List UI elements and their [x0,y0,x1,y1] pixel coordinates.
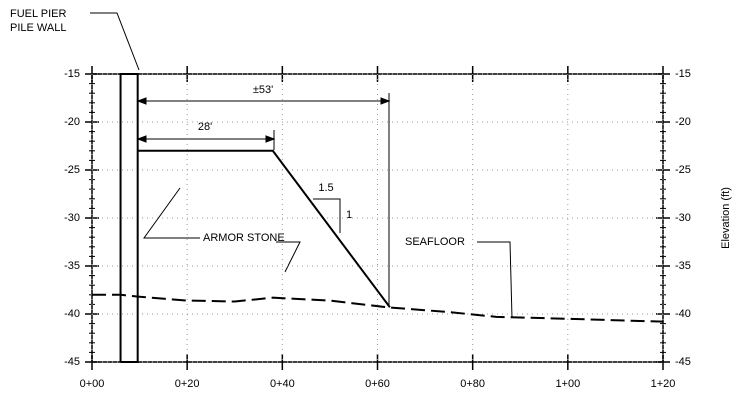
y-tick-label: -30 [64,212,80,224]
y-tick-label: -20 [64,116,80,128]
slope-triangle [313,198,341,233]
y-tick-label: -35 [64,260,80,272]
y-tick-label: -45 [64,356,80,368]
arrowhead [265,135,276,143]
y2-tick-label: -45 [675,356,691,368]
y2-tick-label: -25 [675,164,691,176]
arrowhead [136,97,147,105]
slope-label: 1 [346,209,352,221]
annotation: ARMOR STONE [203,232,285,244]
x-tick-label: 0+40 [270,378,295,390]
y2-tick-label: -20 [675,116,691,128]
y2-tick-label: -15 [675,68,691,80]
profile-line [92,293,664,323]
annotation: PILE WALL [10,22,66,34]
x-tick-label: 1+00 [555,378,580,390]
y2-tick-label: -30 [675,212,691,224]
armor-leader [143,187,200,239]
profile-line [119,73,139,363]
pile-wall-leader [90,12,140,71]
annotation: SEAFLOOR [405,236,465,248]
x-tick-label: 0+00 [80,378,105,390]
seafloor-leader [477,241,513,319]
x-tick-label: 0+80 [460,378,485,390]
leaders [90,12,513,319]
y-tick-label: -25 [64,164,80,176]
x-tick-label: 0+60 [365,378,390,390]
x-tick-label: 0+20 [175,378,200,390]
annotation: FUEL PIER [10,8,66,20]
y-tick-label: -40 [64,308,80,320]
x-tick-label: 1+20 [651,378,676,390]
y-tick-label: -15 [64,68,80,80]
y2-tick-label: -40 [675,308,691,320]
profile-line [137,149,391,308]
dimension-label: 28' [198,121,212,133]
dimension-label: ±53' [253,84,273,96]
y2-tick-label: -35 [675,260,691,272]
armor-leader [276,241,301,273]
arrowhead [380,97,391,105]
slope-label: 1.5 [318,182,333,194]
arrowhead [136,135,147,143]
y2-axis-label: Elevation (ft) [720,187,732,249]
